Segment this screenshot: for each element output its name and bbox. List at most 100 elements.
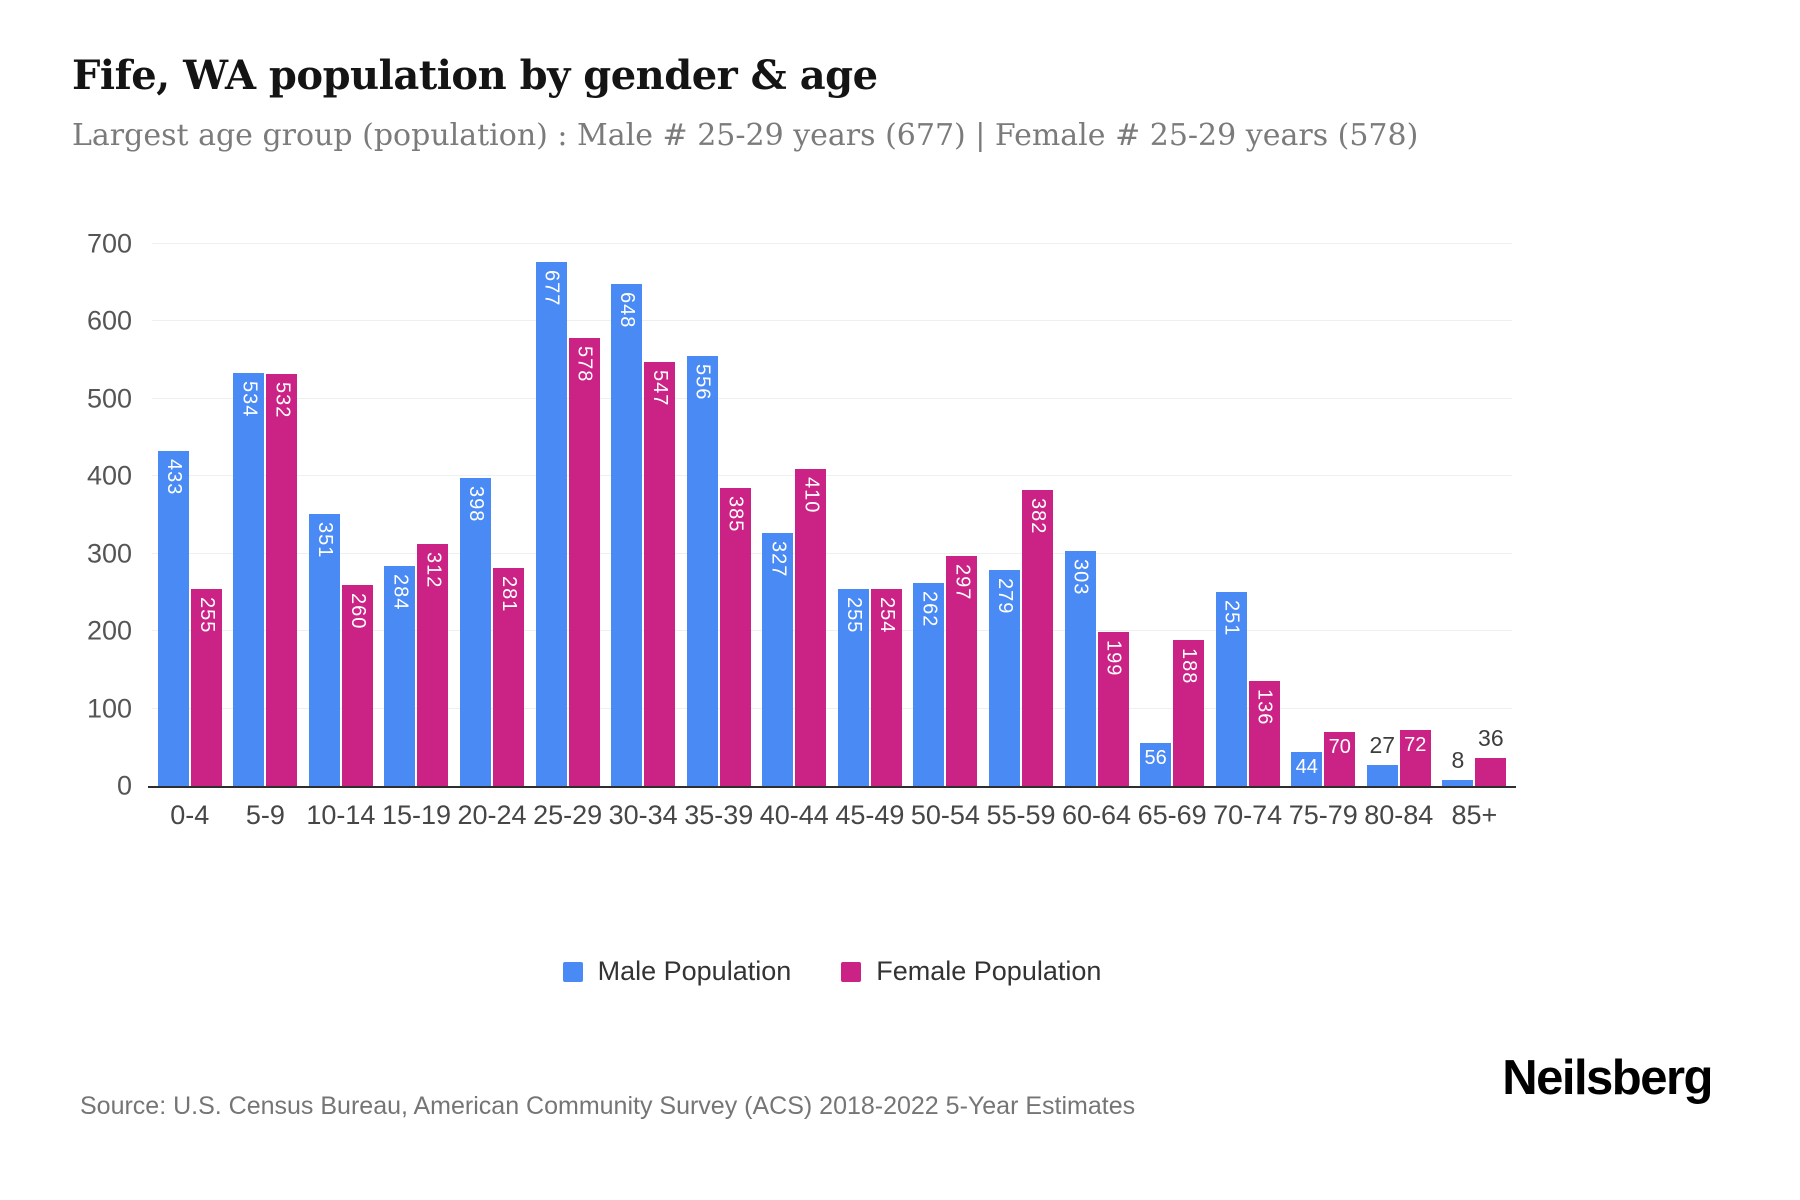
x-axis-tick-label: 15-19	[381, 800, 451, 830]
y-axis-tick-label: 0	[116, 770, 132, 801]
bar-value-label: 262	[918, 591, 941, 628]
bar-value-label: 27	[1369, 732, 1396, 759]
female-bar-50-54: 297	[946, 556, 978, 786]
male-bar-60-64: 303	[1064, 551, 1096, 786]
bar-value-label: 199	[1102, 639, 1125, 677]
bar-value-label: 547	[649, 370, 672, 407]
male-bar-20-24: 398	[460, 477, 492, 786]
female-bar-85+: 36	[1475, 725, 1507, 786]
bar-group-10-14: 351 260 10-14	[303, 244, 379, 830]
male-bar-70-74: 251	[1215, 591, 1247, 786]
female-bar-0-4: 255	[190, 588, 222, 786]
bar-group-75-79: 44 70 75-79	[1285, 244, 1361, 830]
male-bar-15-19: 284	[384, 566, 416, 786]
bar-value-label: 251	[1220, 599, 1243, 637]
x-axis-tick-label: 10-14	[306, 800, 376, 830]
x-axis-tick-label: 70-74	[1213, 800, 1283, 830]
gridline	[152, 707, 1512, 709]
female-bar-30-34: 547	[644, 362, 676, 786]
plot-area: 0 100 200 300 400 500 600 700 433 255 0-4 534 532 5-…	[87, 229, 1516, 830]
male-bar-65-69: 56	[1140, 742, 1172, 786]
male-bar-50-54: 262	[913, 583, 945, 786]
legend-item-female: Female Population	[841, 956, 1101, 987]
bar-value-label: 70	[1328, 735, 1351, 758]
y-axis-tick-label: 200	[86, 615, 132, 646]
bar-value-label: 534	[238, 380, 261, 417]
gridline	[152, 630, 1512, 632]
bar-value-label: 8	[1451, 746, 1465, 773]
male-bar-35-39: 556	[686, 355, 718, 786]
bar-value-label: 254	[875, 597, 898, 634]
legend-label-male: Male Population	[597, 956, 792, 986]
bar-group-50-54: 262 297 50-54	[908, 244, 984, 830]
y-axis-tick-label: 400	[86, 460, 132, 491]
bar-value-label: 532	[271, 382, 294, 419]
y-axis-tick-label: 700	[86, 228, 132, 259]
bar-value-label: 255	[842, 596, 865, 633]
bar-value-label: 556	[691, 363, 714, 400]
gridline	[152, 552, 1512, 554]
bar-value-label: 284	[389, 574, 412, 611]
bar-group-70-74: 251 136 70-74	[1210, 244, 1286, 830]
bar-value-label: 72	[1404, 734, 1427, 757]
gridline	[152, 397, 1512, 399]
bar-value-label: 36	[1478, 725, 1504, 752]
bar-value-label: 255	[195, 596, 218, 633]
chart-title: Fife, WA population by gender & age	[72, 52, 878, 99]
gridline	[152, 243, 1512, 244]
bar-value-label: 578	[573, 346, 596, 383]
gridline	[152, 475, 1512, 477]
bar-value-label: 677	[540, 269, 563, 307]
male-bar-25-29: 677	[535, 261, 567, 786]
bar-group-0-4: 433 255 0-4	[152, 244, 228, 830]
x-axis-tick-label: 50-54	[910, 800, 980, 830]
male-legend-swatch-icon	[562, 961, 583, 982]
x-axis-tick-label: 55-59	[986, 800, 1056, 830]
bar-value-label: 260	[346, 592, 369, 630]
bar-group-80-84: 27 72 80-84	[1361, 244, 1437, 830]
bar-value-label: 56	[1144, 746, 1167, 769]
bar-group-5-9: 534 532 5-9	[228, 244, 304, 830]
bar-value-label: 188	[1178, 648, 1201, 685]
female-bar-25-29: 578	[568, 338, 600, 786]
female-bar-80-84: 72	[1399, 730, 1431, 786]
bar-value-label: 648	[616, 292, 639, 329]
legend-label-female: Female Population	[876, 956, 1102, 986]
x-axis-tick-label: 60-64	[1062, 800, 1132, 830]
male-bar-0-4: 433	[157, 450, 189, 786]
bar-series-container: 433 255 0-4 534 532 5-9 351 260 10-14 284 312 15-19…	[152, 244, 1513, 830]
male-bar-5-9: 534	[233, 372, 265, 786]
female-bar-60-64: 199	[1097, 631, 1129, 786]
y-axis-tick-label: 300	[86, 538, 132, 569]
bar-group-35-39: 556 385 35-39	[681, 244, 757, 830]
female-bar-65-69: 188	[1173, 640, 1205, 786]
bar-group-25-29: 677 578 25-29	[530, 244, 606, 830]
female-bar-10-14: 260	[341, 584, 373, 786]
female-bar-75-79: 70	[1324, 731, 1356, 786]
y-axis-tick-label: 600	[86, 305, 132, 336]
bar-value-label: 385	[724, 495, 747, 533]
male-bar-80-84: 27	[1366, 732, 1398, 786]
bar-value-label: 44	[1295, 755, 1318, 778]
legend: Male Population Female Population	[152, 956, 1512, 987]
bar-group-65-69: 56 188 65-69	[1134, 244, 1210, 830]
bar-value-label: 281	[498, 576, 521, 613]
x-axis-tick-label: 35-39	[684, 800, 754, 830]
x-axis-tick-label: 25-29	[533, 800, 603, 830]
y-axis-tick-label: 500	[86, 383, 132, 414]
female-bar-70-74: 136	[1248, 680, 1280, 786]
bar-value-label: 297	[951, 564, 974, 601]
x-axis-tick-label: 40-44	[759, 800, 829, 830]
bar-value-label: 312	[422, 552, 445, 589]
female-bar-45-49: 254	[870, 589, 902, 786]
female-bar-15-19: 312	[417, 544, 449, 786]
x-axis-tick-label: 45-49	[835, 800, 905, 830]
bar-group-85+: 8 36 85+	[1437, 244, 1513, 830]
female-bar-5-9: 532	[266, 374, 298, 786]
bar-value-label: 351	[313, 522, 336, 559]
chart-subtitle: Largest age group (population) : Male # …	[72, 118, 1419, 153]
female-bar-35-39: 385	[719, 487, 751, 786]
x-axis-tick-label: 0-4	[170, 800, 210, 830]
legend-item-male: Male Population	[562, 956, 792, 987]
